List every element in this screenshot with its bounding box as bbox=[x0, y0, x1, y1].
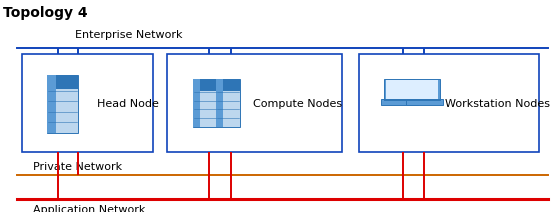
Text: Private Network: Private Network bbox=[33, 162, 122, 172]
FancyBboxPatch shape bbox=[167, 54, 342, 152]
FancyBboxPatch shape bbox=[216, 79, 224, 127]
FancyBboxPatch shape bbox=[359, 54, 539, 152]
Text: Workstation Nodes: Workstation Nodes bbox=[445, 99, 550, 109]
FancyBboxPatch shape bbox=[384, 79, 415, 100]
Text: Head Node: Head Node bbox=[97, 99, 159, 109]
FancyBboxPatch shape bbox=[192, 79, 217, 127]
FancyBboxPatch shape bbox=[409, 79, 440, 100]
Text: Enterprise Network: Enterprise Network bbox=[75, 30, 182, 40]
Text: Application Network: Application Network bbox=[33, 205, 146, 212]
FancyBboxPatch shape bbox=[22, 54, 153, 152]
FancyBboxPatch shape bbox=[47, 75, 78, 132]
FancyBboxPatch shape bbox=[47, 75, 56, 132]
Text: Compute Nodes: Compute Nodes bbox=[253, 99, 342, 109]
FancyBboxPatch shape bbox=[411, 80, 438, 99]
FancyBboxPatch shape bbox=[216, 79, 240, 127]
FancyBboxPatch shape bbox=[216, 79, 240, 91]
FancyBboxPatch shape bbox=[386, 80, 413, 99]
FancyBboxPatch shape bbox=[47, 75, 78, 89]
FancyBboxPatch shape bbox=[380, 99, 418, 105]
FancyBboxPatch shape bbox=[192, 79, 200, 127]
FancyBboxPatch shape bbox=[192, 79, 217, 91]
Text: Topology 4: Topology 4 bbox=[3, 6, 87, 20]
FancyBboxPatch shape bbox=[406, 99, 444, 105]
